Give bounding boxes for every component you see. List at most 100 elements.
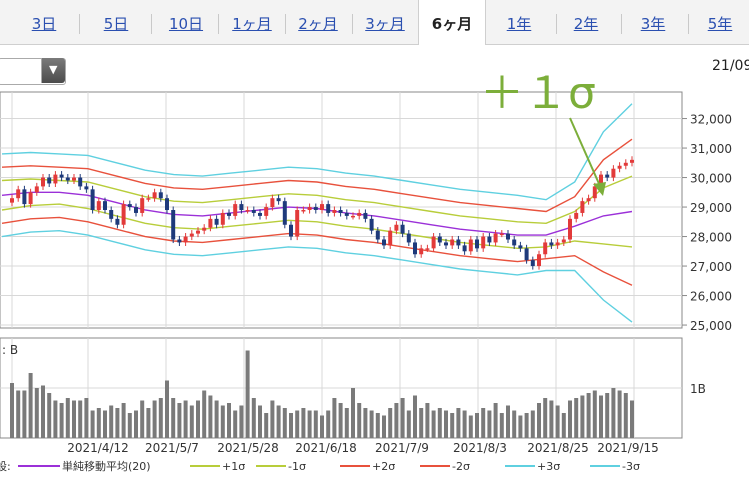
candle-body: [456, 239, 461, 246]
chevron-down-icon: ▼: [49, 63, 58, 76]
candle-body: [561, 239, 566, 243]
price-tick-label: 26,000: [690, 290, 732, 304]
candle-body: [264, 207, 269, 216]
candle-body: [431, 236, 436, 249]
annotation-arrowhead: [593, 182, 606, 196]
tab-separator: [688, 14, 689, 34]
tab-1m[interactable]: 1ヶ月: [232, 15, 272, 33]
candle-body: [450, 239, 455, 246]
volume-bar: [357, 403, 362, 438]
candle-body: [295, 210, 300, 237]
volume-bar: [450, 413, 455, 438]
volume-bar: [555, 405, 560, 438]
candle-body: [202, 227, 207, 231]
candle-body: [506, 233, 510, 240]
candle-body: [177, 239, 182, 243]
volume-bar: [320, 415, 324, 438]
volume-bar: [462, 410, 467, 438]
tab-2y[interactable]: 2年: [573, 15, 599, 33]
series-line: [1, 138, 633, 213]
candle-body: [84, 186, 89, 190]
volume-bar: [499, 413, 504, 438]
tab-2m[interactable]: 2ヶ月: [298, 15, 338, 33]
volume-bar: [561, 413, 566, 438]
series-line: [1, 175, 633, 225]
tab-5y[interactable]: 5年: [707, 15, 733, 33]
candle-body: [580, 201, 585, 213]
legend-label: -1σ: [288, 460, 306, 473]
volume-bar: [282, 408, 287, 438]
tab-separator: [556, 14, 557, 34]
candle-body: [568, 218, 572, 240]
volume-bar: [214, 400, 219, 438]
volume-bar: [10, 383, 14, 438]
candle-body: [338, 210, 343, 213]
price-tick-label: 28,000: [690, 231, 732, 245]
candle-body: [437, 236, 442, 243]
candle-body: [462, 245, 467, 252]
legend-label: -3σ: [622, 460, 640, 473]
volume-bar: [59, 403, 64, 438]
annotation-arrow-line: [569, 117, 601, 187]
candle-body: [227, 212, 231, 216]
candle-body: [115, 218, 120, 225]
volume-bar: [375, 413, 380, 438]
candle-body: [16, 189, 21, 199]
volume-bar: [109, 405, 114, 438]
legend-prefix: 設:: [0, 459, 11, 473]
legend-label: +1σ: [222, 460, 245, 473]
candle-body: [245, 210, 250, 212]
candle-body: [53, 174, 58, 184]
volume-bar: [419, 408, 424, 438]
candle-body: [543, 242, 548, 255]
tab-3m[interactable]: 3ヶ月: [365, 15, 405, 33]
volume-bar: [90, 410, 95, 438]
volume-bar: [28, 373, 33, 438]
candle-body: [90, 189, 95, 210]
volume-bar: [512, 410, 517, 438]
select-dropdown-button[interactable]: ▼: [41, 58, 65, 83]
tab-1y[interactable]: 1年: [506, 15, 532, 33]
candle-body: [419, 248, 424, 255]
volume-bar: [152, 400, 157, 438]
tab-6m[interactable]: 6ヶ月: [418, 0, 486, 45]
legend-label: 単純移動平均(20): [62, 459, 151, 473]
volume-bar: [586, 393, 591, 438]
volume-bar: [84, 398, 89, 438]
volume-bar: [53, 400, 58, 438]
tab-separator: [621, 14, 622, 34]
volume-bar: [369, 410, 374, 438]
volume-bar: [530, 410, 535, 438]
tab-10d[interactable]: 10日: [168, 15, 204, 33]
candle-body: [270, 198, 275, 208]
candle-body: [357, 212, 362, 216]
x-axis-label: 2021/8/3: [453, 441, 507, 455]
tab-3y[interactable]: 3年: [640, 15, 666, 33]
candle-body: [289, 224, 293, 237]
candle-body: [617, 165, 622, 169]
volume-bar: [599, 395, 603, 438]
volume-bar: [549, 400, 554, 438]
candle-body: [586, 198, 591, 202]
volume-bar: [630, 400, 634, 438]
volume-bar: [165, 380, 169, 438]
tab-3d[interactable]: 3日: [31, 15, 57, 33]
x-axis-label: 2021/7/9: [375, 441, 429, 455]
volume-bar: [96, 408, 101, 438]
volume-bar: [425, 403, 430, 438]
candle-body: [344, 212, 349, 216]
candle-body: [301, 210, 306, 212]
legend-label: +3σ: [537, 460, 560, 473]
candle-body: [369, 218, 374, 231]
candle-body: [214, 218, 219, 225]
volume-bar: [146, 408, 151, 438]
tab-5d[interactable]: 5日: [103, 15, 129, 33]
candle-body: [282, 201, 287, 225]
candle-body: [78, 177, 83, 187]
sigma-annotation: ＋１σ: [480, 68, 596, 119]
volume-bar: [524, 413, 529, 438]
volume-bar: [332, 398, 337, 438]
candle-body: [152, 192, 157, 199]
candle-body: [555, 242, 560, 246]
